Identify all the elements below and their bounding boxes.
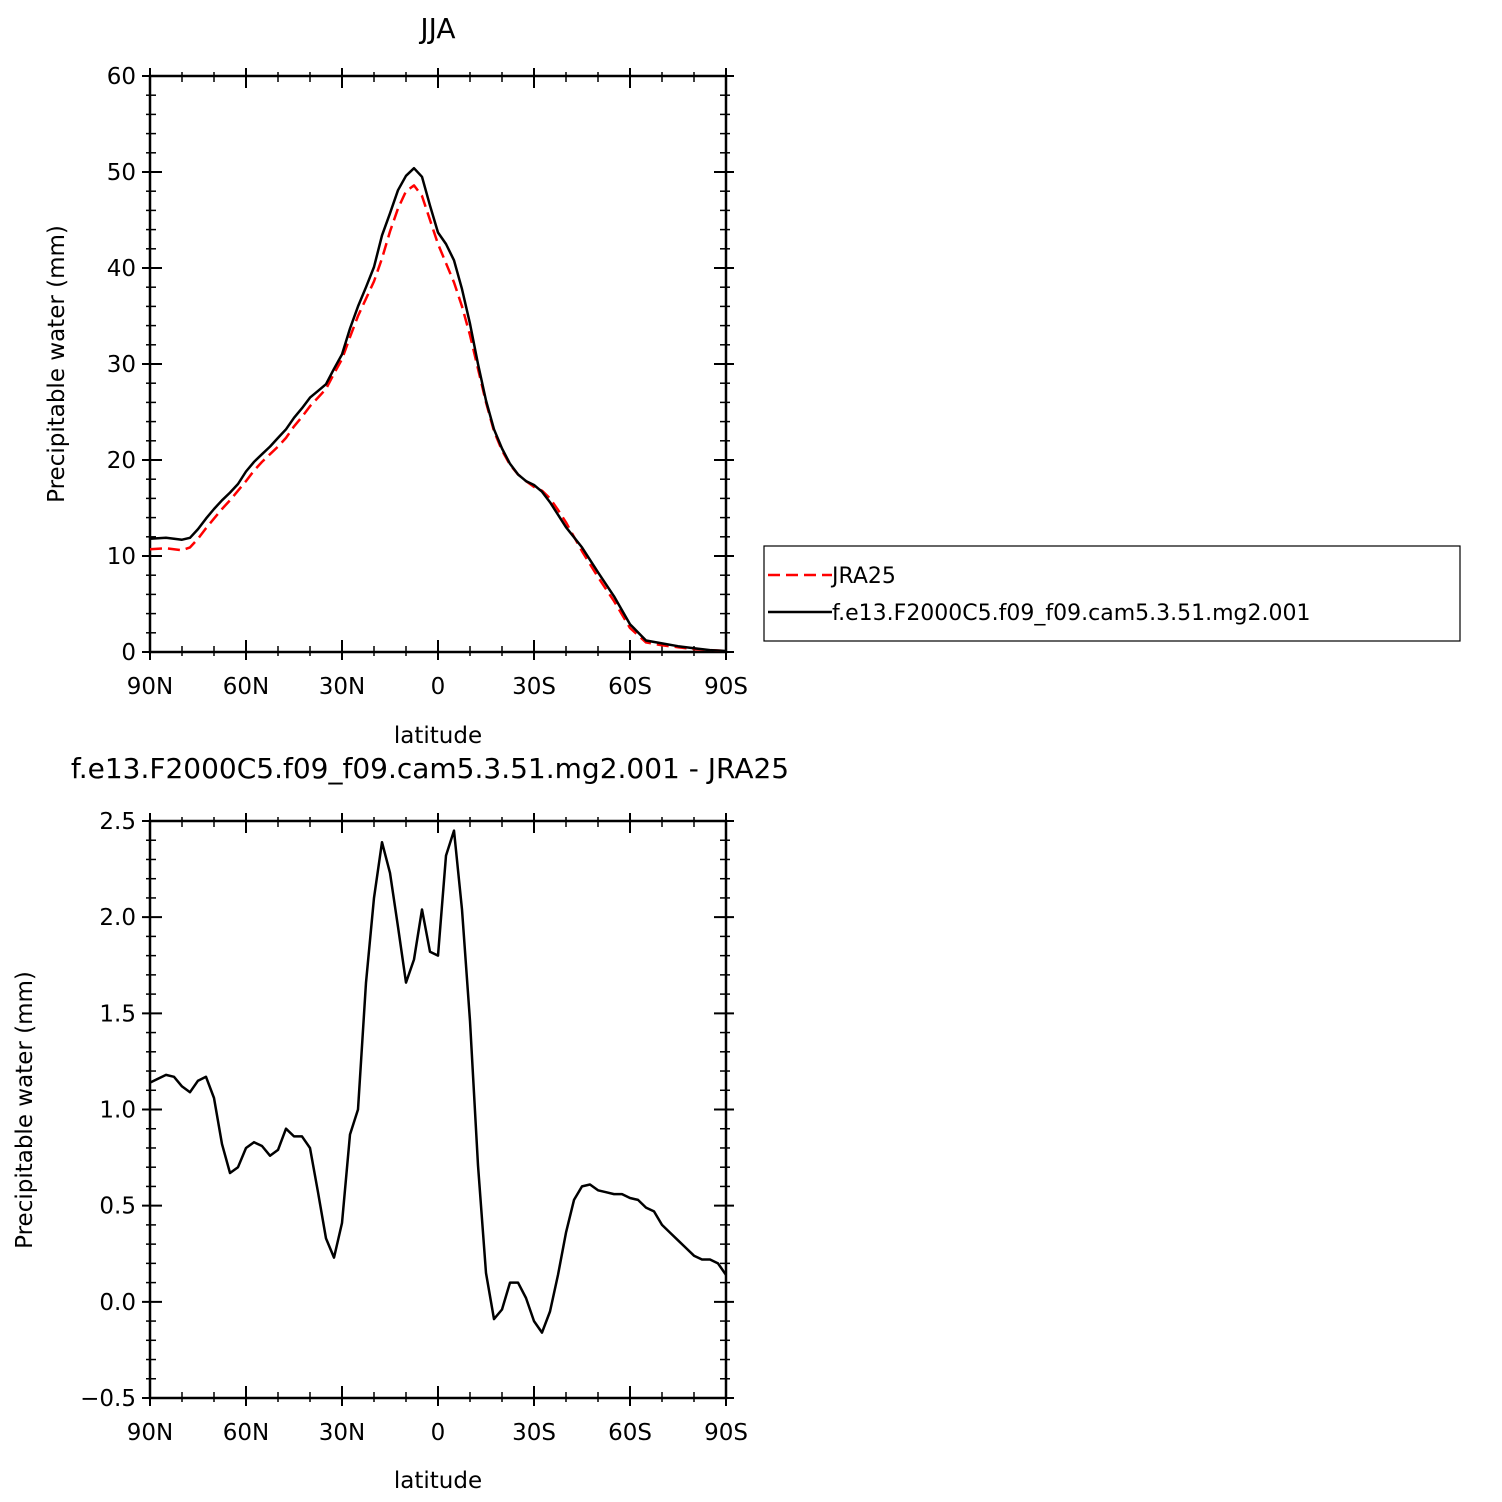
plot-bottom-xtick-label: 30N [319,1420,365,1446]
plot-bottom-x-axis-title: latitude [394,1468,482,1494]
plot-top-ytick-label: 40 [107,256,136,282]
plot-top-ytick-label: 0 [121,640,136,666]
plot-bottom-title: f.e13.F2000C5.f09_f09.cam5.3.51.mg2.001 … [71,752,789,785]
plot-top-ytick-label: 10 [107,544,136,570]
plot-top-y-axis-title: Precipitable water (mm) [44,225,70,503]
plot-top-ytick-label: 30 [107,352,136,378]
plot-top-xtick-label: 60N [223,674,269,700]
legend-box [763,545,1461,642]
plot-bottom-ytick-label: 0.0 [99,1290,136,1316]
plot-bottom-series-line-0 [149,829,728,1334]
plot-bottom-ytick-label: 0.5 [99,1194,136,1220]
plot-bottom-xtick-label: 60S [608,1420,652,1446]
legend-label-jra25: JRA25 [830,564,896,589]
plot-top-series-line-jra25 [149,184,727,653]
plot-top-ytick-label: 50 [107,160,136,186]
plot-top-xtick-label: 90N [127,674,173,700]
plot-bottom-xtick-label: 90N [127,1420,173,1446]
legend: JRA25 f.e13.F2000C5.f09_f09.cam5.3.51.mg… [763,545,1461,642]
plot-bottom-xtick-label: 30S [512,1420,556,1446]
plot-bottom-ytick-label: 2.0 [99,905,136,931]
plot-bottom-y-axis-title: Precipitable water (mm) [12,971,38,1249]
plot-bottom-ytick-label: 1.0 [99,1098,136,1124]
plot-bottom-xtick-label: 0 [431,1420,446,1446]
plot-top-ytick-label: 20 [107,448,136,474]
plot-top-frame [148,74,728,654]
plot-top-series-line-f-e13-f2000c5-f09-f09-cam5-3-51-mg2-001 [149,166,727,653]
plot-bottom-frame [148,819,728,1400]
legend-label-model: f.e13.F2000C5.f09_f09.cam5.3.51.mg2.001 [832,601,1310,626]
plot-bottom-ytick-label: 2.5 [99,809,136,835]
plot-top-xtick-label: 0 [431,674,446,700]
plot-bottom-xtick-label: 60N [223,1420,269,1446]
plot-top-x-axis-title: latitude [394,723,482,749]
plot-bottom-ytick-label: 1.5 [99,1001,136,1027]
plot-top-xtick-label: 90S [704,674,748,700]
plot-bottom-ytick-label: −0.5 [80,1386,136,1412]
plot-top: JJA Precipitable water (mm) latitude 0 10… [44,12,748,749]
plot-bottom-xtick-label: 90S [704,1420,748,1446]
plot-top-xtick-label: 30S [512,674,556,700]
plot-top-ytick-label: 60 [107,64,136,90]
plot-top-title: JJA [418,12,455,45]
plot-top-xtick-label: 60S [608,674,652,700]
plot-top-xtick-label: 30N [319,674,365,700]
plot-bottom: f.e13.F2000C5.f09_f09.cam5.3.51.mg2.001 … [12,752,789,1494]
